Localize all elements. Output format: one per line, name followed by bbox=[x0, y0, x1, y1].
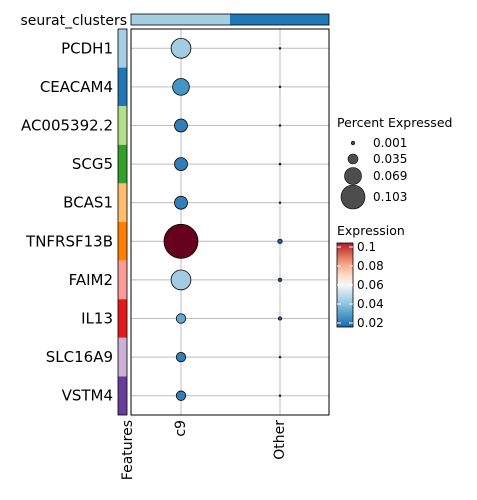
size-legend-label: 0.001 bbox=[373, 136, 407, 150]
grid-lines bbox=[131, 29, 329, 415]
dot-c9-vstm4 bbox=[175, 390, 187, 401]
annotation-segment-c9 bbox=[131, 14, 230, 25]
annotation-border bbox=[130, 13, 330, 26]
feature-strip-cell bbox=[118, 299, 127, 338]
feature-label: CEACAM4 bbox=[40, 78, 113, 96]
dot-c9-faim2 bbox=[170, 269, 192, 291]
color-legend-label: 0.1 bbox=[357, 240, 376, 254]
feature-label: VSTM4 bbox=[62, 387, 113, 405]
dot-other-vstm4 bbox=[278, 394, 282, 397]
dot-c9-scg5 bbox=[174, 157, 188, 171]
color-legend-title: Expression bbox=[337, 223, 405, 238]
plot-panel bbox=[130, 28, 330, 416]
size-legend-label: 0.035 bbox=[373, 152, 407, 166]
dot-c9-slc16a9 bbox=[175, 351, 187, 363]
size-legend-label: 0.069 bbox=[373, 169, 407, 183]
feature-label: PCDH1 bbox=[61, 39, 113, 57]
dot-c9-bcas1 bbox=[174, 195, 188, 210]
dot-other-ac005392.2 bbox=[278, 124, 282, 127]
dot-c9-tnfrsf13b bbox=[163, 223, 199, 259]
feature-strip-cell bbox=[118, 222, 127, 261]
feature-strip-cell bbox=[118, 67, 127, 107]
size-legend-title: Percent Expressed bbox=[337, 115, 452, 130]
annotation-bar bbox=[130, 13, 330, 26]
feature-label: BCAS1 bbox=[63, 194, 113, 212]
dot-c9-ceacam4 bbox=[172, 78, 190, 96]
dot-c9-pcdh1 bbox=[170, 37, 192, 59]
dot-other-bcas1 bbox=[278, 201, 282, 204]
feature-label: FAIM2 bbox=[69, 271, 113, 289]
feature-strip-cell bbox=[118, 376, 127, 415]
feature-label: TNFRSF13B bbox=[25, 232, 113, 250]
feature-strip-border bbox=[117, 28, 128, 416]
annotation-label: seurat_clusters bbox=[20, 13, 127, 29]
feature-label: SLC16A9 bbox=[46, 348, 113, 366]
size-legend-dot bbox=[347, 153, 359, 165]
dot-other-scg5 bbox=[278, 162, 282, 166]
dots bbox=[163, 37, 283, 401]
feature-strip bbox=[117, 28, 128, 416]
color-legend-label: 0.08 bbox=[357, 259, 384, 273]
color-legend-label: 0.02 bbox=[357, 316, 384, 330]
dot-other-il13 bbox=[277, 316, 282, 321]
size-legend-dot bbox=[350, 140, 356, 146]
feature-strip-cell bbox=[118, 260, 127, 300]
feature-strip-cell bbox=[118, 144, 127, 184]
size-legend-dot bbox=[340, 184, 366, 210]
dot-other-slc16a9 bbox=[278, 355, 282, 359]
features-axis-label: Features bbox=[120, 420, 136, 480]
feature-strip-cell bbox=[118, 106, 127, 145]
feature-label: SCG5 bbox=[72, 155, 113, 173]
panel-background bbox=[131, 29, 329, 415]
group-labels: c9 Other bbox=[173, 420, 288, 460]
size-legend-label: 0.103 bbox=[373, 190, 407, 204]
feature-label: AC005392.2 bbox=[21, 117, 113, 135]
color-legend: Expression 0.02 0.04 0.06 0.08 0.1 bbox=[336, 223, 405, 330]
feature-label: IL13 bbox=[81, 310, 113, 328]
color-legend-label: 0.06 bbox=[357, 278, 384, 292]
feature-strip-cell bbox=[118, 337, 127, 377]
group-label: Other bbox=[272, 420, 288, 460]
dot-c9-il13 bbox=[175, 313, 187, 324]
group-label: c9 bbox=[173, 420, 189, 437]
dot-other-faim2 bbox=[277, 277, 282, 282]
feature-labels: PCDH1 CEACAM4 AC005392.2 SCG5 BCAS1 TNFRSF13B… bbox=[21, 39, 113, 404]
size-legend: Percent Expressed 0.001 0.035 0.069 0.103 bbox=[337, 115, 452, 210]
color-legend-label: 0.04 bbox=[357, 297, 384, 311]
annotation-segment-other bbox=[230, 14, 329, 25]
feature-strip-cell bbox=[118, 183, 127, 222]
dot-c9-ac005392.2 bbox=[174, 118, 188, 133]
dot-other-ceacam4 bbox=[278, 85, 282, 89]
dot-other-tnfrsf13b bbox=[277, 238, 283, 244]
feature-strip-cell bbox=[118, 29, 127, 68]
size-legend-dot bbox=[344, 167, 362, 185]
dot-other-pcdh1 bbox=[278, 47, 282, 50]
panel-border bbox=[130, 28, 330, 416]
